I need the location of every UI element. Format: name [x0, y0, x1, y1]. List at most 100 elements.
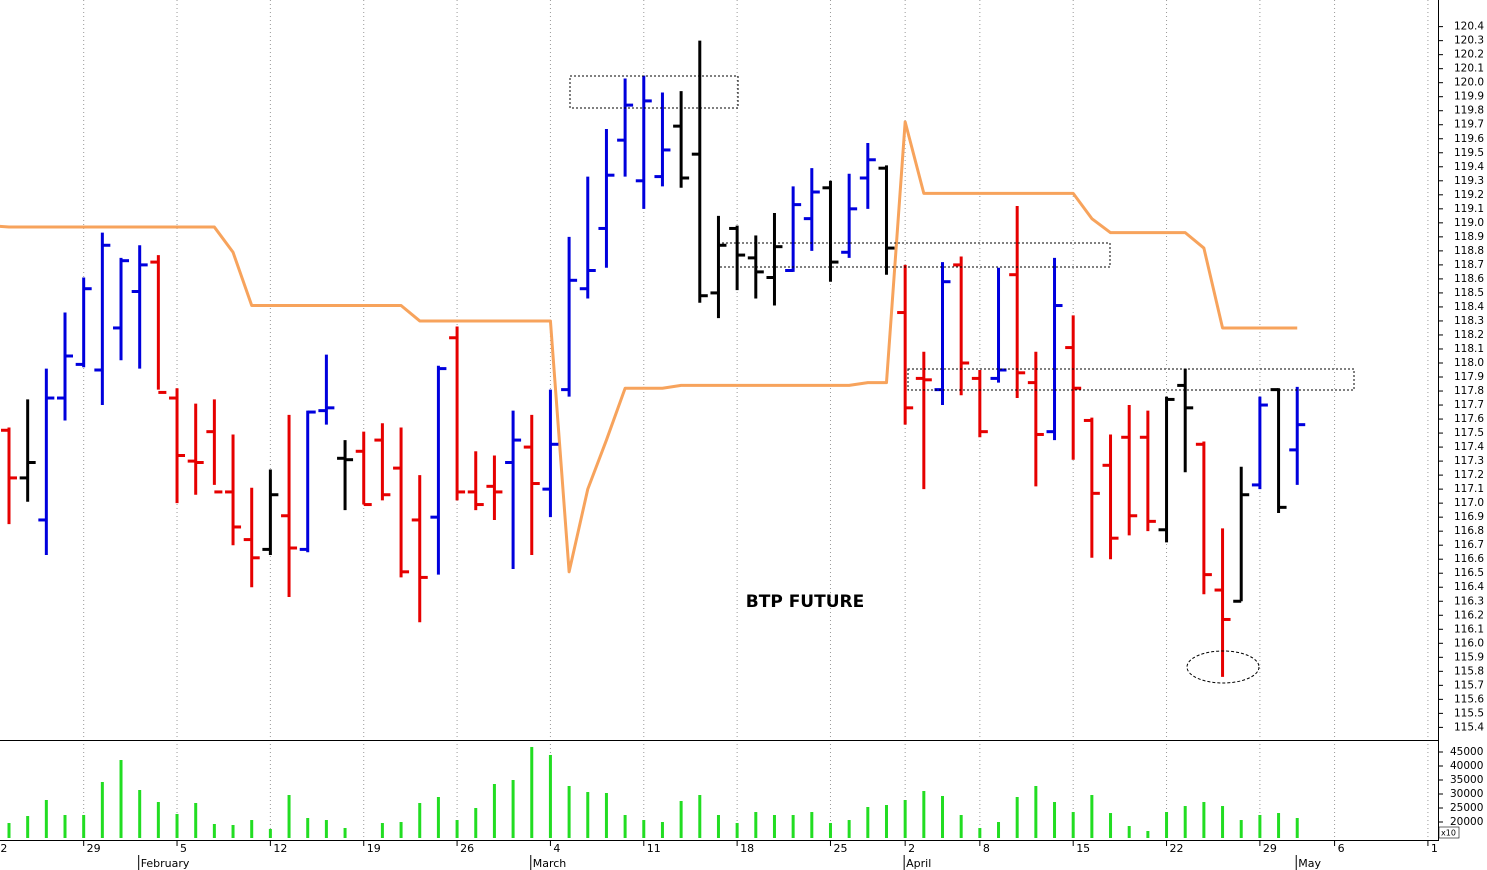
line [0, 120, 1298, 574]
volume-bar [1183, 806, 1187, 838]
volume-scale-label: x10 [1441, 829, 1456, 838]
x-tick-label: 29 [87, 842, 101, 855]
y-tick-label: 117.0 [1454, 497, 1484, 509]
y-tick-label: 119.0 [1454, 217, 1484, 229]
y-tick-label: 117.6 [1454, 413, 1484, 425]
y-tick-label: 120.1 [1454, 63, 1484, 75]
volume-bar [1146, 830, 1150, 838]
y-tick-label: 118.9 [1454, 231, 1484, 243]
highlight-box [569, 75, 739, 109]
x-tick-label: 13 [1431, 842, 1445, 855]
volume-bar [474, 808, 478, 838]
x-tick-label: 25 [833, 842, 847, 855]
y-tick-label: 45000 [1450, 746, 1483, 758]
y-tick-label: 118.0 [1454, 357, 1484, 369]
volume-bar [1127, 826, 1131, 838]
y-tick-label: 118.7 [1454, 259, 1484, 271]
volume-bar [530, 746, 534, 838]
y-tick-label: 119.7 [1454, 119, 1484, 131]
volume-bar [343, 828, 347, 838]
y-tick-label: 120.3 [1454, 35, 1484, 47]
x-tick-label: 11 [647, 842, 661, 855]
y-tick-label: 35000 [1450, 774, 1483, 786]
x-tick-label: 5 [180, 842, 187, 855]
volume-bar [716, 815, 720, 838]
x-tick-label: 15 [1076, 842, 1090, 855]
volume-bar [754, 812, 758, 838]
volume-bar [1034, 785, 1038, 838]
y-tick-label: 120.0 [1454, 77, 1484, 89]
y-tick-label: 116.9 [1454, 511, 1484, 523]
volume-bar [679, 801, 683, 838]
y-tick-label: 117.3 [1454, 455, 1484, 467]
x-tick-label: 22 [0, 842, 7, 855]
volume-bar [194, 802, 198, 838]
volume-bar [212, 823, 216, 838]
y-tick-label: 118.6 [1454, 273, 1484, 285]
volume-bar [287, 795, 291, 838]
y-tick-label: 115.5 [1454, 707, 1484, 719]
x-tick-label: 22 [1170, 842, 1184, 855]
volume-bar [922, 791, 926, 838]
y-tick-label: 119.2 [1454, 189, 1484, 201]
y-tick-label: 115.4 [1454, 721, 1484, 733]
volume-bar [63, 815, 67, 838]
y-tick-label: 116.5 [1454, 567, 1484, 579]
volume-bar [119, 760, 123, 838]
volume-bar [604, 792, 608, 838]
y-tick-label: 119.9 [1454, 91, 1484, 103]
y-tick-label: 116.7 [1454, 539, 1484, 551]
x-tick-label: 2 [908, 842, 915, 855]
annotation: BTP FUTURE [746, 592, 864, 612]
volume-bar [268, 829, 272, 838]
x-tick-label: 8 [983, 842, 990, 855]
y-tick-label: 119.6 [1454, 133, 1484, 145]
volume-bar [698, 795, 702, 838]
scale-box [1438, 826, 1460, 839]
y-tick-label: 120.2 [1454, 49, 1484, 61]
volume-bar [7, 823, 11, 838]
y-tick-label: 119.4 [1454, 161, 1484, 173]
volume-bar [884, 805, 888, 838]
volume-bar [978, 828, 982, 838]
volume-bar [903, 799, 907, 838]
volume-bar [1239, 820, 1243, 838]
x-tick-label: 12 [273, 842, 287, 855]
y-tick-label: 118.2 [1454, 329, 1484, 341]
volume-bar [623, 815, 627, 838]
y-tick-label: 117.9 [1454, 371, 1484, 383]
volume-bar [810, 812, 814, 838]
volume-bar [959, 815, 963, 838]
y-tick-label: 119.5 [1454, 147, 1484, 159]
volume-bar [492, 784, 496, 838]
y-tick-label: 120.4 [1454, 21, 1484, 33]
volume-bar [175, 814, 179, 838]
y-tick-label: 118.1 [1454, 343, 1484, 355]
x-tick-label: 29 [1263, 842, 1277, 855]
y-tick-label: 117.1 [1454, 483, 1484, 495]
y-tick-label: 119.1 [1454, 203, 1484, 215]
volume-bar [1202, 802, 1206, 838]
x-tick-label: 4 [553, 842, 560, 855]
y-tick-label: 115.6 [1454, 693, 1484, 705]
volume-bar [1015, 797, 1019, 838]
volume-bar [1277, 813, 1281, 838]
y-tick-label: 117.2 [1454, 469, 1484, 481]
month-label: April [906, 857, 931, 870]
y-tick-label: 116.3 [1454, 595, 1484, 607]
volume-bar [1053, 802, 1057, 838]
volume-bar [586, 792, 590, 838]
y-tick-label: 20000 [1450, 816, 1483, 828]
volume-bar [44, 799, 48, 838]
y-tick-label: 118.4 [1454, 301, 1484, 313]
volume-bar [866, 806, 870, 838]
volume-bar [380, 823, 384, 838]
y-tick-label: 25000 [1450, 802, 1483, 814]
y-tick-label: 118.5 [1454, 287, 1484, 299]
y-tick-label: 116.4 [1454, 581, 1484, 593]
x-tick-label: 18 [740, 842, 754, 855]
y-tick-label: 116.6 [1454, 553, 1484, 565]
y-tick-label: 119.8 [1454, 105, 1484, 117]
